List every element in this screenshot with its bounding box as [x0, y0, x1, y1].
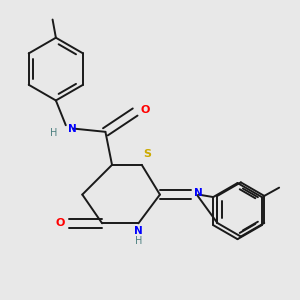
Text: S: S [143, 149, 152, 159]
Text: N: N [134, 226, 143, 236]
Text: H: H [135, 236, 142, 246]
Text: O: O [140, 105, 149, 116]
Text: O: O [55, 218, 64, 228]
Text: H: H [50, 128, 58, 139]
Text: N: N [68, 124, 77, 134]
Text: N: N [194, 188, 203, 198]
